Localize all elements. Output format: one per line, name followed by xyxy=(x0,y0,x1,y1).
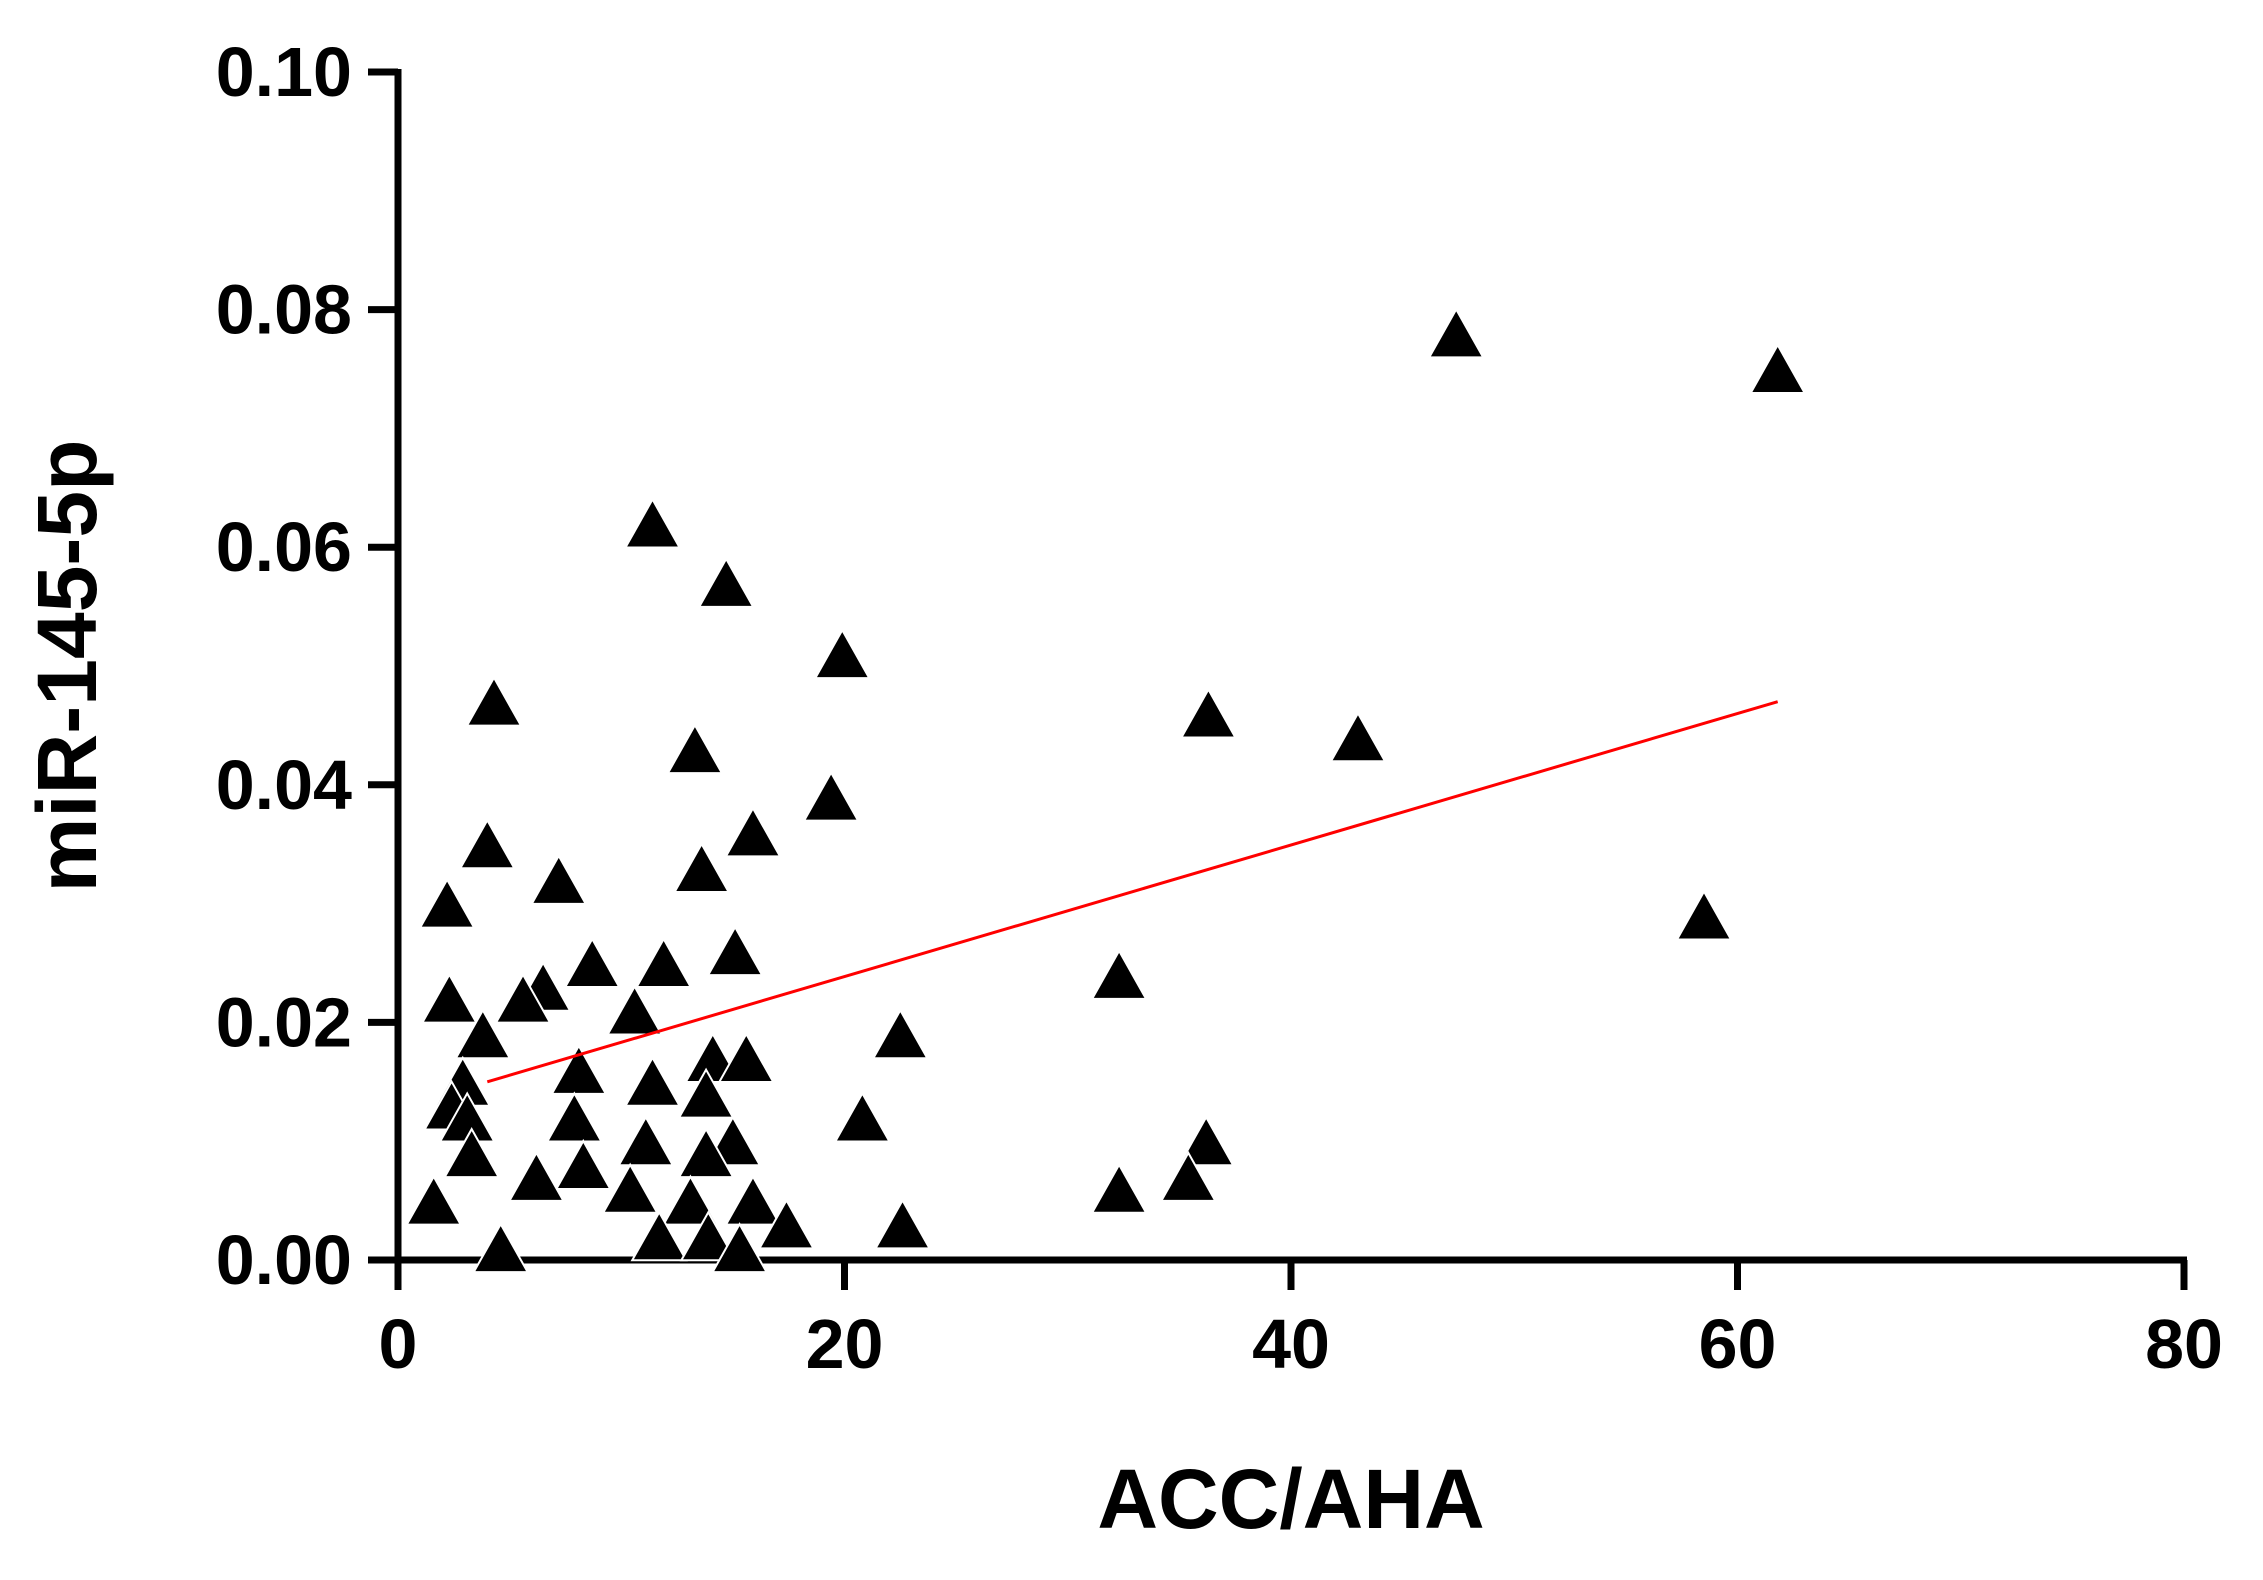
data-point xyxy=(1090,1162,1148,1214)
y-tick-label: 0.04 xyxy=(216,746,352,824)
data-point xyxy=(630,1210,688,1262)
data-point xyxy=(697,556,755,608)
data-point xyxy=(813,628,871,680)
data-point xyxy=(1177,1115,1235,1167)
data-point xyxy=(1675,889,1733,941)
data-point xyxy=(458,818,517,870)
data-point xyxy=(706,925,764,977)
data-point xyxy=(677,1067,735,1119)
data-point xyxy=(545,1091,604,1143)
data-point xyxy=(554,1138,613,1190)
data-point xyxy=(601,1162,659,1214)
data-point xyxy=(871,1008,930,1060)
data-point xyxy=(717,1032,775,1084)
data-point xyxy=(405,1174,463,1226)
data-point xyxy=(661,1174,720,1226)
y-tick-label: 0.08 xyxy=(216,271,352,349)
data-point xyxy=(710,1222,769,1274)
data-point xyxy=(623,1055,682,1107)
y-tick-label: 0.10 xyxy=(216,33,352,111)
data-point xyxy=(672,841,731,893)
y-tick-label: 0.02 xyxy=(216,983,352,1061)
data-point xyxy=(1329,711,1387,763)
data-point xyxy=(1090,948,1148,1000)
data-point xyxy=(757,1198,816,1250)
data-point xyxy=(420,972,479,1024)
data-point xyxy=(465,675,523,727)
data-point xyxy=(679,1210,738,1262)
data-point xyxy=(494,972,552,1024)
data-point xyxy=(634,936,693,988)
data-point xyxy=(605,984,664,1036)
y-tick-label: 0.00 xyxy=(216,1221,352,1299)
data-point xyxy=(1427,307,1485,359)
y-tick-label: 0.06 xyxy=(216,508,352,586)
data-point xyxy=(418,877,476,929)
data-point xyxy=(833,1091,892,1143)
data-point xyxy=(471,1222,530,1274)
data-point xyxy=(530,853,588,905)
data-point xyxy=(724,1174,782,1226)
data-point xyxy=(623,497,682,549)
data-point xyxy=(563,936,621,988)
data-point xyxy=(677,1127,735,1179)
y-axis-label: miR-145-5p xyxy=(20,440,114,893)
x-tick-label: 0 xyxy=(379,1305,418,1383)
data-point xyxy=(666,723,724,775)
data-point xyxy=(550,1043,608,1095)
data-point xyxy=(1748,342,1807,394)
data-point xyxy=(442,1127,501,1179)
data-point xyxy=(724,806,782,858)
data-point xyxy=(802,770,860,822)
trend-line xyxy=(486,700,1779,1084)
data-point xyxy=(507,1150,566,1202)
x-axis-label: ACC/AHA xyxy=(1097,1452,1484,1546)
x-tick-label: 40 xyxy=(1252,1305,1330,1383)
x-tick-label: 80 xyxy=(2145,1305,2223,1383)
data-point xyxy=(1179,687,1238,739)
data-point xyxy=(1159,1150,1218,1202)
data-point xyxy=(873,1198,932,1250)
data-point xyxy=(617,1115,675,1167)
data-point xyxy=(454,1008,512,1060)
x-tick-label: 60 xyxy=(1699,1305,1777,1383)
x-tick-label: 20 xyxy=(806,1305,884,1383)
